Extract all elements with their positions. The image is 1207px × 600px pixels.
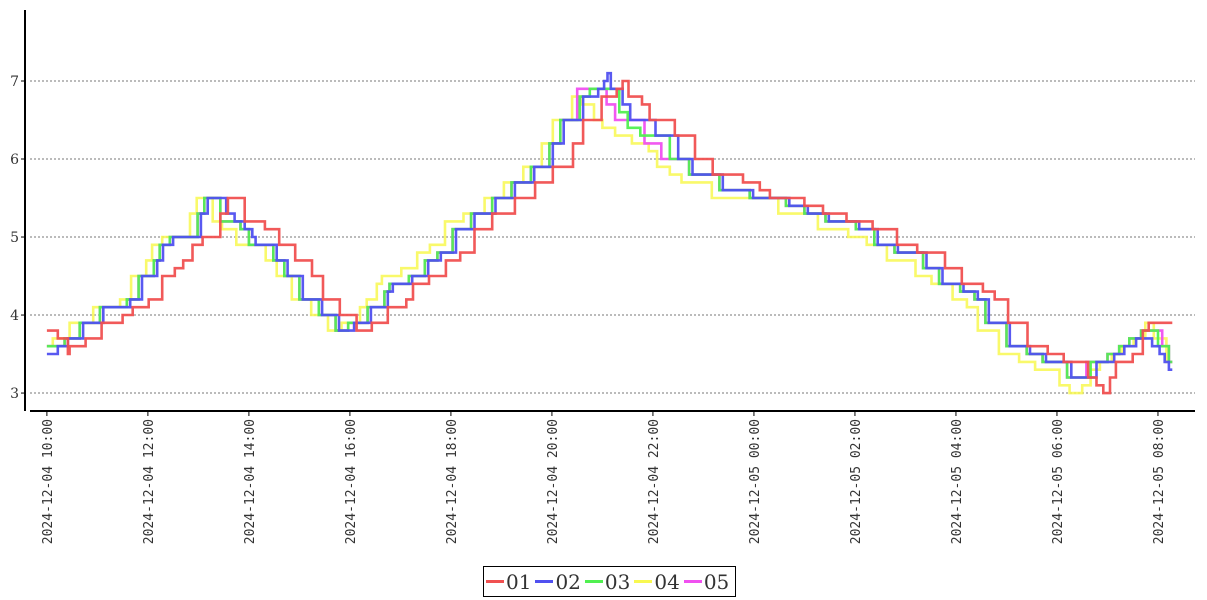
series-line-03 <box>46 87 1173 379</box>
series-line-01 <box>46 79 1173 395</box>
legend-swatch <box>486 580 504 583</box>
legend-label: 03 <box>604 569 631 594</box>
legend-label: 02 <box>555 569 581 594</box>
legend-item-04: 04 <box>634 569 680 594</box>
series-line-02 <box>46 71 1173 379</box>
y-tick-label: 6 <box>10 152 19 168</box>
legend-label: 04 <box>654 569 680 594</box>
x-tick-label: 2024-12-04 16:00 <box>344 419 359 544</box>
legend-swatch <box>584 580 603 583</box>
x-tick-label: 2024-12-05 00:00 <box>748 419 763 544</box>
legend-label: 01 <box>506 569 532 594</box>
x-tick-label: 2024-12-04 22:00 <box>647 419 662 544</box>
legend-item-01: 01 <box>486 570 531 594</box>
series-line-05 <box>46 87 1173 379</box>
legend-item-03: 03 <box>584 569 631 594</box>
y-tick-label: 4 <box>10 308 19 324</box>
legend: 01 02 03 04 05 <box>483 566 737 597</box>
legend-swatch <box>634 580 653 583</box>
x-tick-label: 2024-12-05 02:00 <box>849 419 864 544</box>
x-tick-label: 2024-12-04 12:00 <box>142 419 157 544</box>
x-tick-label: 2024-12-05 08:00 <box>1152 419 1167 544</box>
x-tick-label: 2024-12-04 20:00 <box>546 419 561 544</box>
legend-label: 05 <box>703 569 730 594</box>
x-tick-label: 2024-12-05 06:00 <box>1051 419 1066 544</box>
x-tick-label: 2024-12-04 10:00 <box>41 419 56 544</box>
x-tick-label: 2024-12-05 04:00 <box>950 419 965 544</box>
legend-swatch <box>683 580 702 583</box>
series-line-04 <box>46 95 1173 395</box>
legend-item-02: 02 <box>535 569 581 594</box>
y-tick-label: 3 <box>10 386 19 402</box>
x-tick-label: 2024-12-04 14:00 <box>243 419 258 544</box>
legend-swatch <box>535 580 554 583</box>
x-tick-label: 2024-12-04 18:00 <box>445 419 460 544</box>
y-tick-label: 7 <box>10 74 19 90</box>
legend-item-05: 05 <box>683 569 730 594</box>
y-tick-label: 5 <box>10 230 19 246</box>
